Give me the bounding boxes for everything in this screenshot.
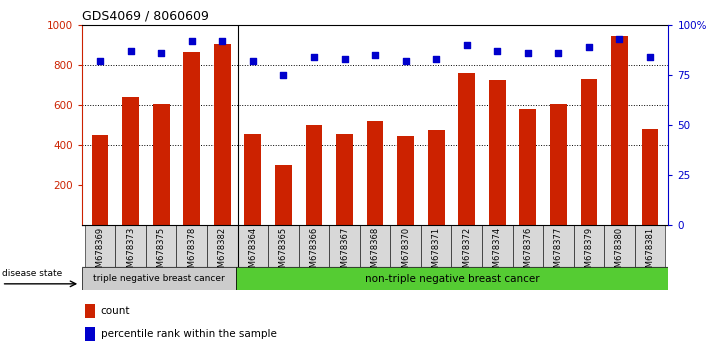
Bar	[146, 225, 176, 267]
Bar	[122, 97, 139, 225]
Bar	[245, 134, 261, 225]
Bar	[214, 44, 230, 225]
Bar	[92, 135, 109, 225]
Bar	[237, 225, 268, 267]
Point	[491, 48, 503, 53]
Bar	[207, 225, 237, 267]
Bar	[520, 109, 536, 225]
Bar	[459, 73, 475, 225]
Point	[217, 38, 228, 44]
Bar	[611, 36, 628, 225]
Text: GSM678369: GSM678369	[95, 227, 105, 278]
Point	[278, 72, 289, 78]
Text: GSM678382: GSM678382	[218, 227, 227, 278]
Point	[522, 50, 533, 56]
Point	[309, 54, 320, 59]
Text: triple negative breast cancer: triple negative breast cancer	[93, 274, 225, 283]
Text: non-triple negative breast cancer: non-triple negative breast cancer	[365, 274, 540, 284]
Text: GSM678365: GSM678365	[279, 227, 288, 278]
Point	[583, 44, 594, 50]
Bar	[275, 165, 292, 225]
Text: GSM678370: GSM678370	[401, 227, 410, 278]
Text: GSM678371: GSM678371	[432, 227, 441, 278]
Bar	[85, 225, 115, 267]
Bar	[489, 80, 506, 225]
Point	[156, 50, 167, 56]
Text: GSM678376: GSM678376	[523, 227, 533, 278]
Text: GSM678366: GSM678366	[309, 227, 319, 278]
Point	[125, 48, 137, 53]
Bar	[183, 52, 201, 225]
Bar	[635, 225, 665, 267]
Bar	[604, 225, 635, 267]
Bar	[85, 327, 95, 341]
Bar	[336, 134, 353, 225]
Text: count: count	[100, 306, 130, 316]
Text: GSM678380: GSM678380	[615, 227, 624, 278]
Text: GSM678375: GSM678375	[156, 227, 166, 278]
Bar	[236, 267, 668, 290]
Bar	[580, 79, 597, 225]
Bar	[115, 225, 146, 267]
Point	[400, 58, 411, 64]
Bar	[268, 225, 299, 267]
Bar	[451, 225, 482, 267]
Text: GSM678379: GSM678379	[584, 227, 594, 278]
Bar	[482, 225, 513, 267]
Text: GSM678378: GSM678378	[187, 227, 196, 278]
Text: percentile rank within the sample: percentile rank within the sample	[100, 329, 277, 339]
Bar	[360, 225, 390, 267]
Point	[186, 38, 198, 44]
Text: GSM678374: GSM678374	[493, 227, 502, 278]
Text: GSM678364: GSM678364	[248, 227, 257, 278]
Text: GSM678373: GSM678373	[126, 227, 135, 278]
Point	[552, 50, 564, 56]
Bar	[367, 121, 383, 225]
Bar	[421, 225, 451, 267]
Point	[339, 56, 351, 62]
Text: GSM678381: GSM678381	[646, 227, 655, 278]
Text: disease state: disease state	[1, 269, 62, 278]
Bar	[176, 225, 207, 267]
Point	[614, 36, 625, 42]
Bar	[390, 225, 421, 267]
Point	[370, 52, 381, 58]
Bar	[329, 225, 360, 267]
Bar	[299, 225, 329, 267]
Bar	[85, 304, 95, 318]
Bar	[550, 104, 567, 225]
Bar	[428, 130, 444, 225]
Bar	[513, 225, 543, 267]
Point	[644, 54, 656, 59]
Text: GSM678367: GSM678367	[340, 227, 349, 278]
Bar	[574, 225, 604, 267]
Point	[247, 58, 259, 64]
Bar	[82, 267, 236, 290]
Point	[461, 42, 472, 48]
Text: GSM678372: GSM678372	[462, 227, 471, 278]
Point	[95, 58, 106, 64]
Bar	[306, 125, 322, 225]
Text: GSM678368: GSM678368	[370, 227, 380, 278]
Text: GDS4069 / 8060609: GDS4069 / 8060609	[82, 9, 208, 22]
Bar	[397, 136, 414, 225]
Bar	[641, 129, 658, 225]
Text: GSM678377: GSM678377	[554, 227, 563, 278]
Bar	[543, 225, 574, 267]
Bar	[153, 104, 170, 225]
Point	[430, 56, 442, 62]
